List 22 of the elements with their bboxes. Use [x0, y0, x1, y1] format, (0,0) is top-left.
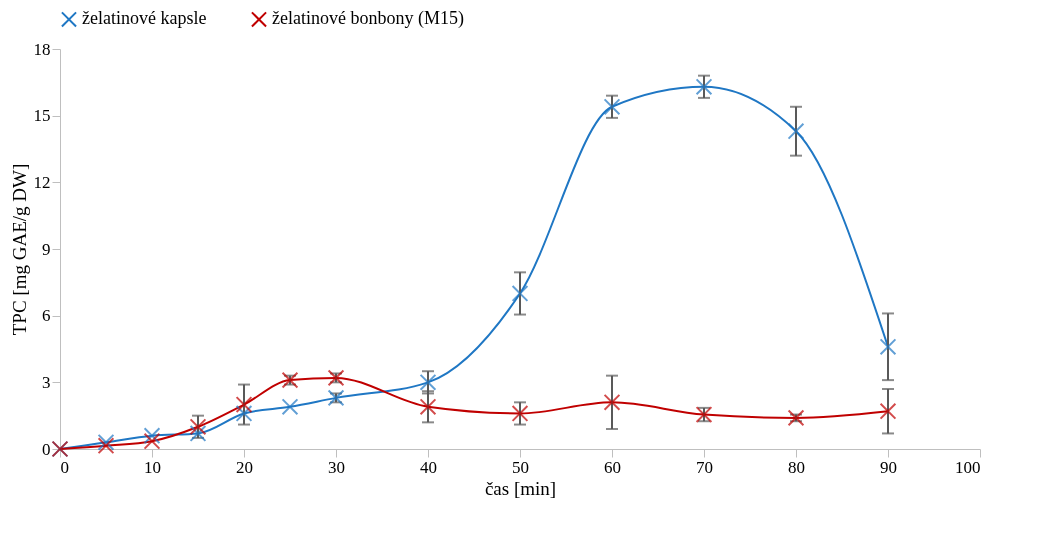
x-tick-label: 20	[236, 457, 253, 477]
x-tick-label: 50	[512, 457, 529, 477]
x-tick-label: 100	[955, 457, 981, 477]
y-tick-label: 18	[33, 39, 51, 59]
x-tick-label: 60	[604, 457, 621, 477]
x-tick-label: 40	[420, 457, 437, 477]
x-tick-label: 80	[788, 457, 805, 477]
y-tick-label: 3	[42, 372, 51, 392]
x-tick-label: 30	[328, 457, 345, 477]
x-axis-title: čas [min]	[484, 477, 557, 499]
legend-label: želatinové bonbony (M15)	[272, 8, 464, 30]
y-tick-label: 6	[42, 306, 51, 326]
x-tick-label: 90	[880, 457, 897, 477]
y-tick-label: 12	[33, 172, 51, 192]
y-tick-label: 15	[33, 106, 51, 126]
y-tick-label: 9	[42, 239, 51, 259]
y-axis-title: TPC [mg GAE/g DW]	[8, 163, 30, 336]
x-tick-label: 10	[144, 457, 161, 477]
y-tick-label: 0	[42, 439, 51, 459]
x-tick-label: 0	[60, 457, 69, 477]
x-tick-label: 70	[696, 457, 713, 477]
legend-label: želatinové kapsle	[82, 8, 207, 29]
